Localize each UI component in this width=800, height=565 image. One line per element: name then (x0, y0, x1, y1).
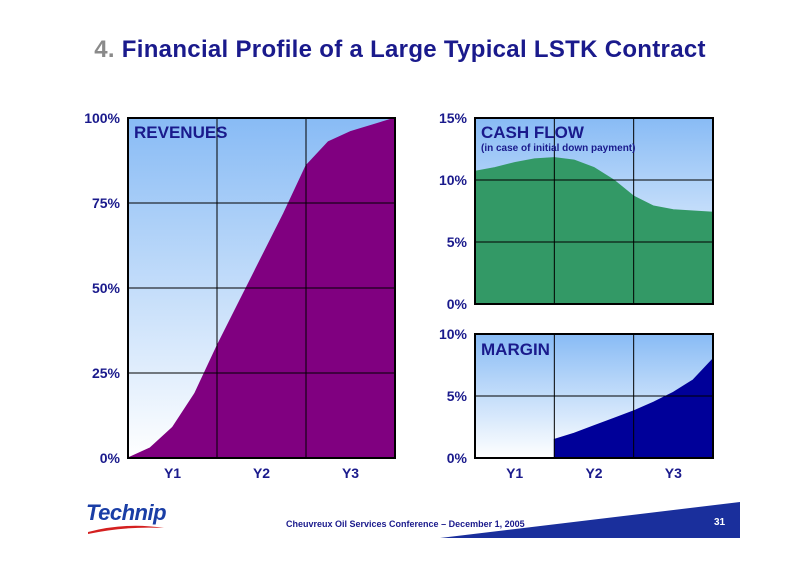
y-tick-label: 75% (92, 195, 121, 211)
y-tick-label: 5% (447, 234, 468, 250)
x-tick-label: Y1 (164, 465, 181, 481)
title-number: 4. (94, 36, 115, 63)
y-tick-label: 100% (84, 110, 120, 126)
margin-chart: 0% 5% 10% Y1 Y2 Y3 MARGIN (439, 326, 714, 481)
y-tick-label: 50% (92, 280, 121, 296)
cash-flow-chart: 0% 5% 10% 15% CASH FLOW(in case of initial d… (439, 110, 714, 312)
x-tick-label: Y1 (506, 465, 523, 481)
y-tick-label: 5% (447, 388, 468, 404)
technip-logo: Technip (86, 500, 167, 525)
panel-border (474, 117, 714, 305)
panel-sublabel: (in case of initial down payment) (481, 143, 635, 154)
panel-border (127, 117, 396, 459)
y-tick-label: 10% (439, 172, 468, 188)
panel-label: CASH FLOW (481, 123, 585, 142)
footer-wedge (440, 502, 740, 538)
y-tick-label: 0% (447, 450, 468, 466)
x-tick-label: Y2 (585, 465, 602, 481)
y-tick-label: 10% (439, 326, 468, 342)
panel-label: REVENUES (134, 123, 228, 142)
y-tick-label: 15% (439, 110, 468, 126)
series-area (474, 157, 714, 305)
y-tick-label: 0% (100, 450, 121, 466)
page-title: 4. Financial Profile of a Large Typical … (0, 36, 800, 64)
panel-label: MARGIN (481, 340, 550, 359)
page-number: 31 (714, 517, 726, 528)
logo-swoosh-icon (88, 525, 164, 534)
panel-border (474, 333, 714, 459)
footer-conference: Cheuvreux Oil Services Conference – Dece… (286, 519, 525, 529)
revenues-chart: 0% 25% 50% 75% 100% Y1 Y2 Y3 REVENUES (84, 110, 396, 481)
x-tick-label: Y2 (253, 465, 270, 481)
y-tick-label: 0% (447, 296, 468, 312)
x-tick-label: Y3 (665, 465, 682, 481)
title-text: Financial Profile of a Large Typical LST… (121, 36, 706, 63)
y-tick-label: 25% (92, 365, 121, 381)
x-tick-label: Y3 (342, 465, 359, 481)
